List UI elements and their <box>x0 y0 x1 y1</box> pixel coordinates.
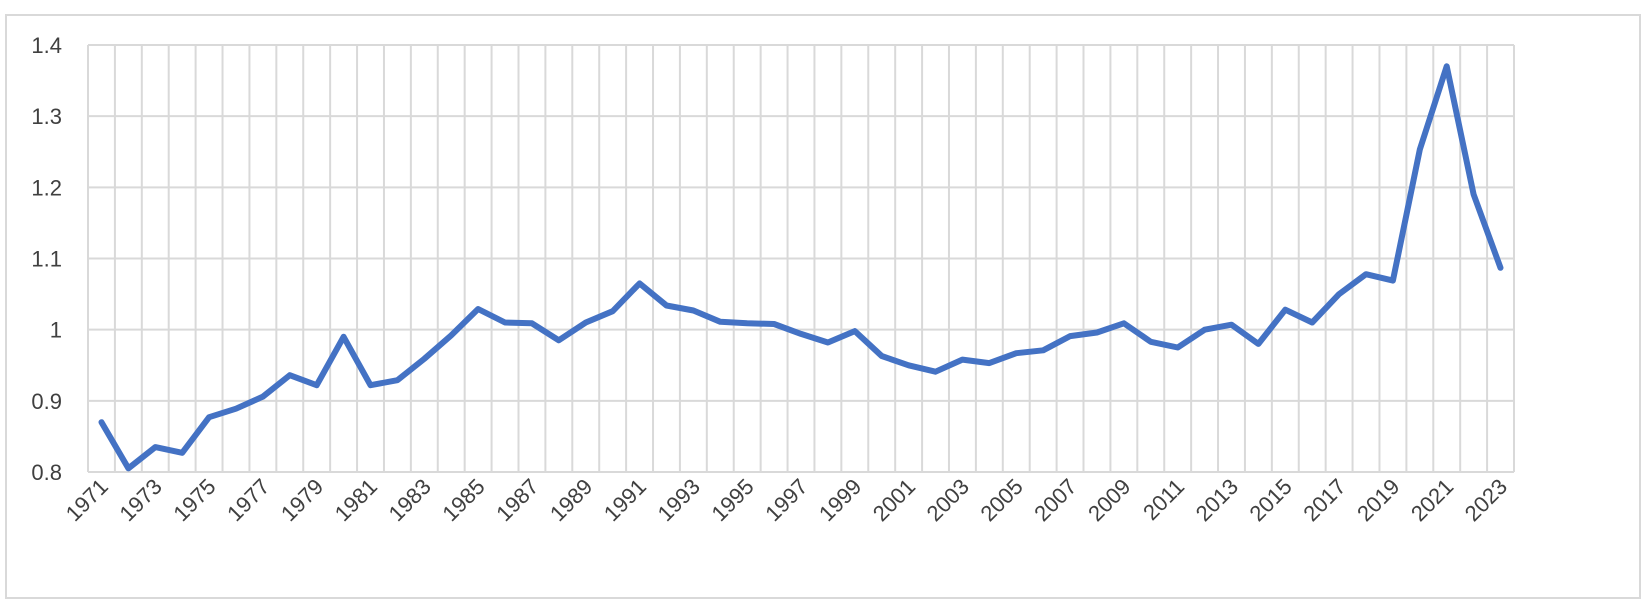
x-tick-label: 1981 <box>330 474 382 526</box>
x-tick-label: 1973 <box>115 474 167 526</box>
x-tick-label: 1979 <box>276 474 328 526</box>
x-tick-label: 2011 <box>1138 474 1189 525</box>
x-tick-label: 1997 <box>760 474 812 526</box>
x-tick-label: 2009 <box>1083 474 1135 526</box>
x-tick-label: 1985 <box>437 474 489 526</box>
y-tick-label: 1.3 <box>31 104 62 129</box>
x-tick-label: 1987 <box>491 474 543 526</box>
x-tick-label: 1995 <box>706 474 758 526</box>
x-tick-label: 1977 <box>222 474 274 526</box>
y-tick-label: 1.2 <box>31 175 62 200</box>
y-tick-label: 1 <box>50 318 62 343</box>
y-tick-label: 1.1 <box>31 247 62 272</box>
x-axis-ticks: 1971 1973 1975 1977 1979 1981 1983 1985 1987 1989… <box>61 474 1512 526</box>
y-axis-ticks: 0.8 0.9 1 1.1 1.2 1.3 1.4 <box>31 33 62 485</box>
x-tick-label: 1975 <box>168 474 220 526</box>
y-tick-label: 0.9 <box>31 389 62 414</box>
x-tick-label: 2003 <box>922 474 974 526</box>
x-tick-label: 1989 <box>545 474 597 526</box>
x-tick-label: 1983 <box>384 474 436 526</box>
x-tick-label: 2007 <box>1029 474 1081 526</box>
x-tick-label: 2005 <box>975 474 1027 526</box>
x-tick-label: 2001 <box>868 474 920 526</box>
x-tick-label: 2023 <box>1460 474 1512 526</box>
x-tick-label: 2015 <box>1245 474 1297 526</box>
y-tick-label: 0.8 <box>31 460 62 485</box>
x-tick-label: 2013 <box>1191 474 1243 526</box>
x-tick-label: 1991 <box>599 474 651 526</box>
x-tick-label: 2021 <box>1406 474 1458 526</box>
series-layer <box>98 63 1504 472</box>
gridlines <box>87 44 1515 473</box>
chart-frame <box>5 14 1641 599</box>
x-tick-label: 1999 <box>814 474 866 526</box>
x-tick-label: 1993 <box>653 474 705 526</box>
x-tick-label: 2017 <box>1298 474 1350 526</box>
x-tick-label: 1971 <box>61 474 113 526</box>
y-tick-label: 1.4 <box>31 33 62 58</box>
series-line <box>98 63 1504 472</box>
x-tick-label: 2019 <box>1352 474 1404 526</box>
